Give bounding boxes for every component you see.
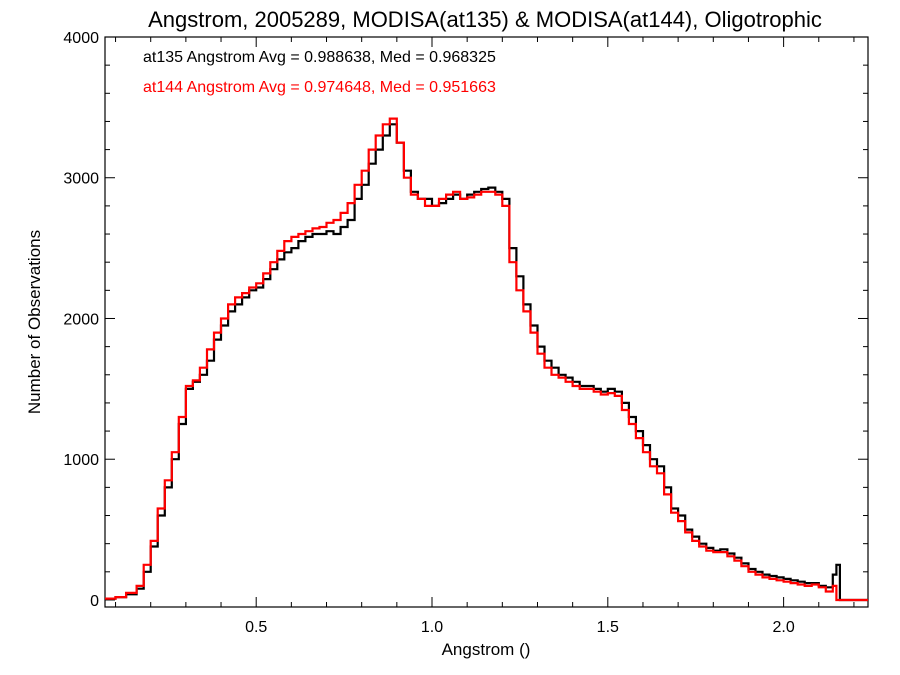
y-tick-label: 3000: [63, 171, 99, 188]
x-tick-label: 2.0: [772, 619, 794, 636]
annotation-at135: at135 Angstrom Avg = 0.988638, Med = 0.9…: [143, 49, 496, 66]
y-axis-label: Number of Observations: [25, 230, 44, 414]
x-tick-label: 1.0: [421, 619, 443, 636]
series-at135-line: [105, 123, 868, 602]
x-axis-label: Angstrom (): [442, 640, 531, 659]
y-tick-label: 2000: [63, 311, 99, 328]
y-tick-label: 4000: [63, 30, 99, 47]
series-at144-line: [105, 117, 868, 602]
series-layer: [105, 117, 868, 602]
x-tick-label: 0.5: [245, 619, 267, 636]
x-tick-label: 1.5: [597, 619, 619, 636]
x-axis-ticks: 0.5 1.0 1.5 2.0: [115, 37, 855, 636]
y-tick-label: 1000: [63, 452, 99, 469]
chart-title: Angstrom, 2005289, MODISA(at135) & MODIS…: [148, 7, 822, 32]
y-axis-ticks: 0 1000 2000 3000 4000: [63, 30, 868, 610]
plot-area-frame: [104, 36, 869, 608]
y-tick-label: 0: [90, 593, 99, 610]
annotation-at144: at144 Angstrom Avg = 0.974648, Med = 0.9…: [143, 79, 496, 96]
